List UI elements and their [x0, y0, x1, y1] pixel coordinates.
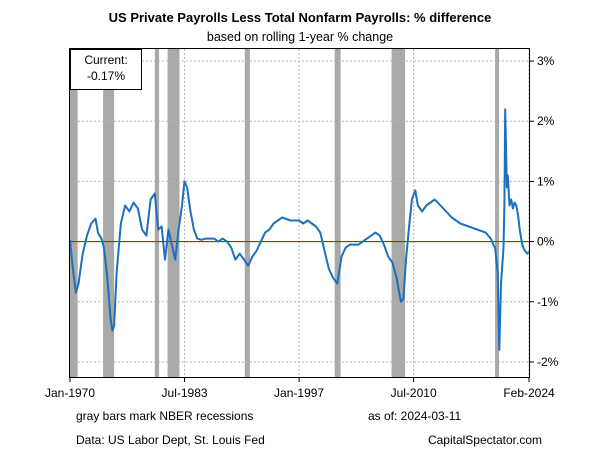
y-axis: 3% 2% 1% 0% -1% -2% [529, 54, 559, 369]
x-tick-label: Jul-1983 [162, 386, 208, 400]
x-axis: Jan-1970 Jul-1983 Jan-1997 Jul-2010 Feb-2024 [45, 377, 555, 400]
recession-bar [103, 49, 115, 377]
chart-title: US Private Payrolls Less Total Nonfarm P… [109, 10, 492, 25]
recession-bar [167, 49, 180, 377]
x-tick-label: Feb-2024 [503, 386, 555, 400]
current-box-frame [70, 49, 142, 90]
x-tick-label: Jan-1970 [45, 386, 95, 400]
series-line [69, 108, 530, 351]
x-tick-label: Jan-1997 [274, 386, 324, 400]
y-tick-label: 3% [537, 54, 555, 68]
brand-credit: CapitalSpectator.com [428, 433, 542, 447]
x-tick-label: Jul-2010 [391, 386, 437, 400]
chart-subtitle: based on rolling 1-year % change [207, 30, 393, 44]
recession-bar [334, 49, 341, 377]
current-value: -0.17% [87, 69, 125, 83]
recession-note: gray bars mark NBER recessions [76, 409, 253, 423]
y-tick-label: 1% [537, 174, 555, 188]
current-value-box: Current: -0.17% [70, 49, 142, 90]
y-tick-label: 0% [537, 235, 555, 249]
data-source: Data: US Labor Dept, St. Louis Fed [76, 433, 265, 447]
recession-bar [244, 49, 250, 377]
y-tick-label: 2% [537, 114, 555, 128]
recession-bar [391, 49, 406, 377]
y-tick-label: -2% [537, 355, 559, 369]
as-of-date: as of: 2024-03-11 [368, 409, 462, 423]
y-tick-label: -1% [537, 295, 559, 309]
recession-bar [70, 49, 78, 377]
recession-bar [495, 49, 500, 377]
recession-bars [70, 49, 500, 377]
current-label: Current: [84, 53, 127, 67]
series-line-group [69, 108, 530, 351]
